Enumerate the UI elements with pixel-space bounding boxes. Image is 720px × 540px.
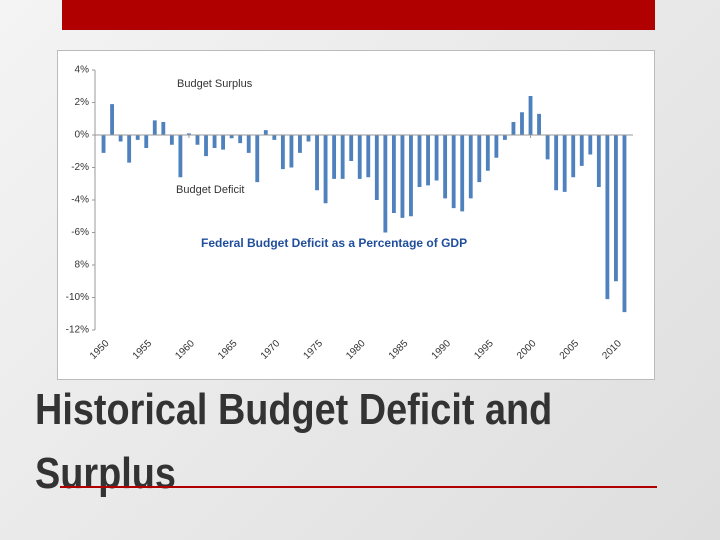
y-tick-label: -6% bbox=[71, 227, 89, 238]
bar bbox=[520, 112, 524, 135]
bar bbox=[340, 135, 345, 179]
slide-title: Historical Budget Deficit and Surplus bbox=[35, 385, 553, 498]
bar bbox=[528, 96, 533, 135]
y-tick-label: 4% bbox=[75, 65, 90, 76]
y-tick-label: 2% bbox=[75, 97, 90, 108]
bar bbox=[349, 135, 354, 161]
bar bbox=[289, 135, 294, 168]
bar bbox=[169, 135, 174, 145]
bar bbox=[494, 135, 499, 158]
bar bbox=[178, 135, 183, 178]
y-tick-label: -10% bbox=[66, 292, 89, 303]
bar bbox=[434, 135, 439, 181]
top-bar bbox=[62, 0, 655, 30]
bar bbox=[144, 135, 149, 148]
bar bbox=[263, 130, 268, 135]
bar bbox=[204, 135, 208, 157]
bar bbox=[571, 135, 576, 178]
bar bbox=[306, 135, 311, 142]
bar bbox=[229, 135, 234, 139]
bar bbox=[511, 122, 516, 135]
y-tick-label: -2% bbox=[71, 162, 89, 173]
bar bbox=[246, 135, 251, 153]
bar bbox=[383, 135, 388, 233]
bar bbox=[485, 135, 490, 171]
y-tick-label: 0% bbox=[75, 130, 90, 141]
bar bbox=[195, 135, 200, 145]
bar bbox=[502, 135, 507, 140]
bar bbox=[298, 135, 302, 153]
bar bbox=[161, 122, 166, 135]
bar bbox=[596, 135, 601, 187]
bar bbox=[221, 135, 226, 150]
bar bbox=[409, 135, 413, 217]
bar bbox=[135, 135, 140, 140]
bar bbox=[588, 135, 593, 155]
chart-frame bbox=[57, 50, 655, 380]
title-underline bbox=[60, 486, 657, 488]
annotation: Budget Surplus bbox=[177, 78, 253, 90]
bar bbox=[152, 120, 157, 135]
bar bbox=[579, 135, 584, 166]
bar bbox=[255, 135, 260, 183]
bar bbox=[101, 135, 106, 153]
bar bbox=[417, 135, 422, 187]
chart: Federal Budget Deficit as a Percentage o… bbox=[57, 50, 655, 380]
bar bbox=[468, 135, 473, 199]
y-tick-label: 8% bbox=[75, 260, 90, 271]
bar bbox=[562, 135, 567, 192]
bar bbox=[605, 135, 610, 300]
bar bbox=[622, 135, 627, 313]
bar bbox=[357, 135, 362, 179]
bar bbox=[613, 135, 618, 282]
annotation: Budget Deficit bbox=[176, 184, 244, 196]
bar bbox=[238, 135, 243, 144]
bar bbox=[443, 135, 448, 199]
bar bbox=[332, 135, 337, 179]
bar bbox=[554, 135, 559, 191]
chart-title: Federal Budget Deficit as a Percentage o… bbox=[201, 236, 467, 250]
bar bbox=[400, 135, 405, 218]
y-tick-label: -4% bbox=[71, 195, 89, 206]
bar bbox=[460, 135, 465, 212]
bar bbox=[127, 135, 132, 163]
bar bbox=[272, 135, 277, 140]
bar bbox=[118, 135, 123, 142]
bar bbox=[477, 135, 482, 183]
bar bbox=[537, 113, 541, 135]
bar bbox=[110, 104, 115, 135]
bar bbox=[212, 135, 217, 148]
y-tick-label: -12% bbox=[66, 325, 89, 336]
bar bbox=[323, 135, 328, 204]
bar bbox=[315, 135, 319, 191]
bar bbox=[366, 135, 371, 178]
bar bbox=[187, 133, 191, 135]
bar bbox=[451, 135, 456, 209]
bar bbox=[426, 135, 430, 186]
bar bbox=[280, 135, 285, 170]
bar bbox=[545, 135, 550, 160]
bar bbox=[374, 135, 379, 200]
bar bbox=[391, 135, 396, 213]
